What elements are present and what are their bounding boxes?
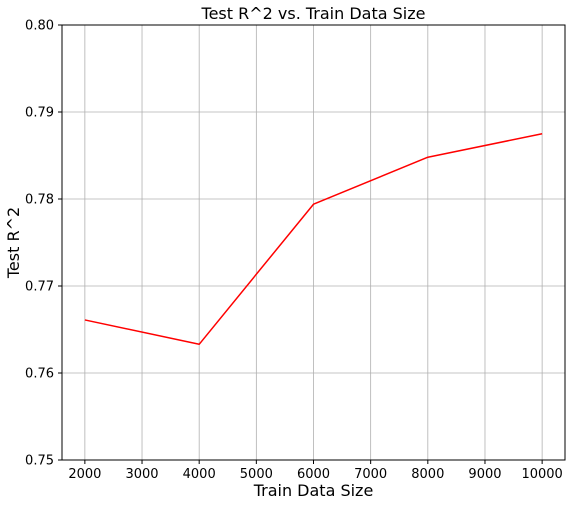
y-axis-label: Test R^2 <box>4 207 23 279</box>
y-tick-label: 0.76 <box>25 367 54 382</box>
x-tick-label: 7000 <box>354 467 387 482</box>
x-tick-label: 5000 <box>240 467 273 482</box>
y-tick-label: 0.78 <box>25 193 54 208</box>
y-tick-label: 0.75 <box>25 454 54 469</box>
y-tick-label: 0.79 <box>25 106 54 121</box>
x-tick-label: 9000 <box>468 467 501 482</box>
chart-title: Test R^2 vs. Train Data Size <box>201 4 426 23</box>
x-tick-label: 8000 <box>411 467 444 482</box>
x-tick-label: 6000 <box>297 467 330 482</box>
x-tick-label: 10000 <box>521 467 562 482</box>
y-tick-label: 0.80 <box>25 19 54 34</box>
x-tick-label: 2000 <box>68 467 101 482</box>
x-tick-label: 3000 <box>125 467 158 482</box>
x-axis-label: Train Data Size <box>253 481 374 500</box>
y-tick-label: 0.77 <box>25 280 54 295</box>
x-tick-label: 4000 <box>183 467 216 482</box>
